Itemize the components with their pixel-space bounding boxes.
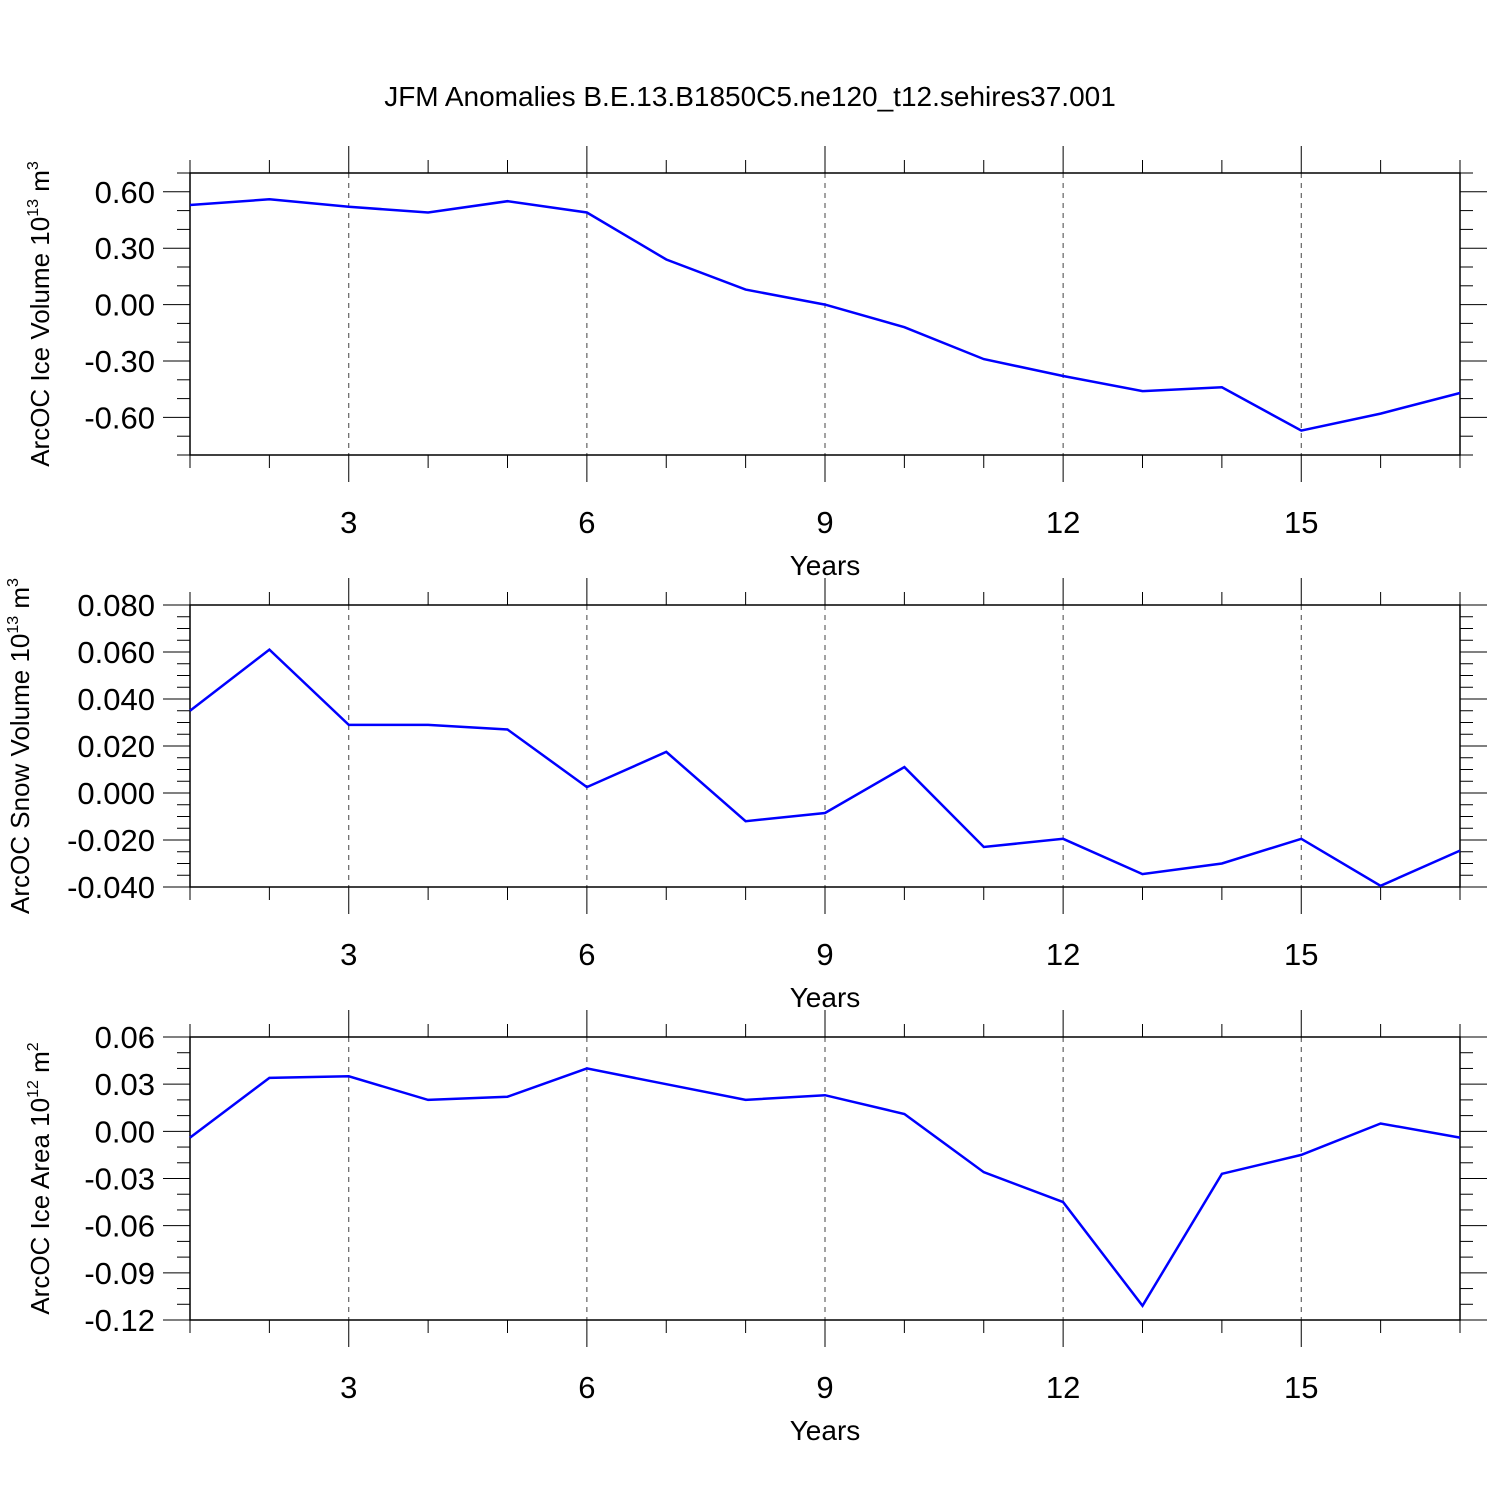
y-tick-label: 0.03 — [95, 1067, 155, 1102]
x-tick-label: 15 — [1284, 937, 1318, 972]
x-axis-title: Years — [790, 1415, 861, 1446]
y-axis-title-superscript: 2 — [25, 1042, 42, 1051]
x-tick-label: 3 — [340, 1370, 357, 1405]
x-axis-title: Years — [790, 550, 861, 581]
y-tick-label: -0.12 — [84, 1303, 155, 1338]
y-tick-label: 0.30 — [95, 231, 155, 266]
y-axis-title-superscript: 13 — [5, 616, 22, 634]
y-tick-label: 0.040 — [77, 682, 155, 717]
y-axis-title-part: ArcOC Ice Volume 10 — [25, 217, 55, 467]
x-tick-label: 9 — [816, 505, 833, 540]
x-tick-label: 15 — [1284, 505, 1318, 540]
y-axis-title: ArcOC Ice Area 1012 m2 — [25, 1042, 55, 1314]
x-tick-label: 9 — [816, 1370, 833, 1405]
chart-title: JFM Anomalies B.E.13.B1850C5.ne120_t12.s… — [384, 81, 1116, 112]
x-tick-label: 12 — [1046, 505, 1080, 540]
y-axis-title-superscript: 13 — [25, 199, 42, 217]
y-axis-title: ArcOC Ice Volume 1013 m3 — [25, 161, 55, 467]
series-line — [189, 647, 1461, 888]
y-axis-title-superscript: 12 — [25, 1080, 42, 1098]
y-tick-label: 0.00 — [95, 1114, 155, 1149]
y-axis-title-superscript: 3 — [5, 578, 22, 587]
y-tick-label: 0.060 — [77, 635, 155, 670]
y-axis-title: ArcOC Snow Volume 1013 m3 — [5, 578, 35, 914]
y-tick-label: -0.03 — [84, 1162, 155, 1197]
y-axis-title-part: m — [25, 1051, 55, 1080]
series-line — [189, 1067, 1461, 1309]
x-tick-label: 3 — [340, 937, 357, 972]
y-tick-label: -0.60 — [84, 400, 155, 435]
x-tick-label: 3 — [340, 505, 357, 540]
x-tick-label: 15 — [1284, 1370, 1318, 1405]
panel-2: -0.040 -0.020 0.000 0.020 0.040 0.060 0.080 3 6 9… — [5, 578, 1487, 1013]
x-tick-label: 6 — [578, 937, 595, 972]
y-tick-label: 0.06 — [95, 1020, 155, 1055]
y-tick-label: -0.09 — [84, 1256, 155, 1291]
y-tick-label: -0.30 — [84, 344, 155, 379]
y-axis-title-part: ArcOC Snow Volume 10 — [5, 634, 35, 914]
y-tick-label: -0.06 — [84, 1209, 155, 1244]
y-tick-label: -0.040 — [67, 870, 155, 905]
x-axis-title: Years — [790, 982, 861, 1013]
y-axis-title-part: ArcOC Ice Area 10 — [25, 1098, 55, 1315]
y-tick-label: 0.000 — [77, 776, 155, 811]
y-axis-title-part: m — [25, 170, 55, 199]
x-tick-label: 12 — [1046, 937, 1080, 972]
x-tick-label: 6 — [578, 505, 595, 540]
panel-3: -0.12 -0.09 -0.06 -0.03 0.00 0.03 0.06 3 6 9 12 15 Y… — [25, 1010, 1487, 1446]
y-tick-label: 0.00 — [95, 288, 155, 323]
series-line — [189, 198, 1461, 432]
x-tick-label: 9 — [816, 937, 833, 972]
y-axis-title-superscript: 3 — [25, 161, 42, 170]
y-tick-label: 0.020 — [77, 729, 155, 764]
y-axis-title-part: m — [5, 587, 35, 616]
panel-1: -0.60 -0.30 0.00 0.30 0.60 3 6 9 12 15 Years ArcOC … — [25, 146, 1487, 581]
y-tick-label: 0.080 — [77, 588, 155, 623]
y-tick-label: 0.60 — [95, 175, 155, 210]
x-tick-label: 6 — [578, 1370, 595, 1405]
x-tick-label: 12 — [1046, 1370, 1080, 1405]
y-tick-label: -0.020 — [67, 823, 155, 858]
